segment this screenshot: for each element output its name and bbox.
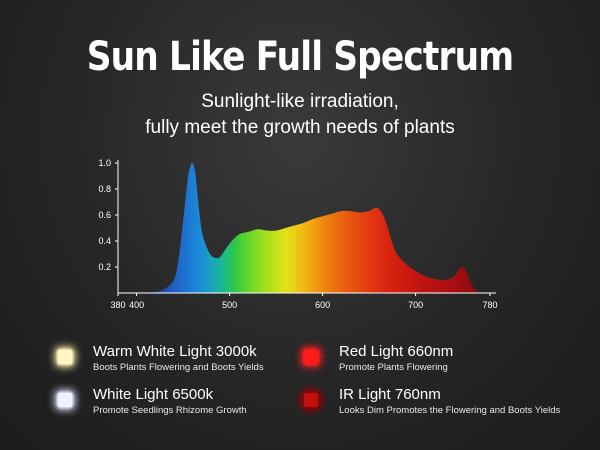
legend-name: White Light 6500k xyxy=(93,386,214,403)
y-tick-label: 0.6 xyxy=(98,210,111,220)
light-swatch-icon xyxy=(304,350,318,364)
legend-name: Red Light 660nm xyxy=(339,343,454,360)
spectrum-area xyxy=(118,162,490,293)
y-tick-label: 0.4 xyxy=(98,236,111,246)
light-swatch-icon xyxy=(58,393,72,407)
legend-description: Promote Plants Flowering xyxy=(339,362,448,373)
light-swatch-icon xyxy=(58,350,72,364)
x-tick-label: 500 xyxy=(222,300,237,310)
x-tick-label: 400 xyxy=(129,300,144,310)
legend-name: Warm White Light 3000k xyxy=(93,343,257,360)
legend-description: Promote Seedlings Rhizome Growth xyxy=(93,405,247,416)
legend-name: IR Light 760nm xyxy=(339,386,441,403)
x-tick-label: 380 xyxy=(110,300,125,310)
y-tick-label: 0.8 xyxy=(98,184,111,194)
legend-description: Looks Dim Promotes the Flowering and Boo… xyxy=(339,405,561,416)
x-tick-label: 700 xyxy=(408,300,423,310)
y-tick-label: 1.0 xyxy=(98,158,111,168)
spectrum-chart: 0.2 0.4 0.6 0.8 1.0 380 400 500 600 700 780 xyxy=(98,158,497,310)
subtitle-line-1: Sunlight-like irradiation, xyxy=(201,91,399,112)
x-tick-label: 780 xyxy=(482,300,497,310)
legend-description: Boots Plants Flowering and Boots Yields xyxy=(93,362,264,373)
y-tick-label: 0.2 xyxy=(98,262,111,272)
x-tick-label: 600 xyxy=(315,300,330,310)
page-title: Sun Like Full Spectrum xyxy=(86,34,514,80)
light-swatch-icon xyxy=(304,393,318,407)
subtitle-line-2: fully meet the growth needs of plants xyxy=(145,117,455,138)
